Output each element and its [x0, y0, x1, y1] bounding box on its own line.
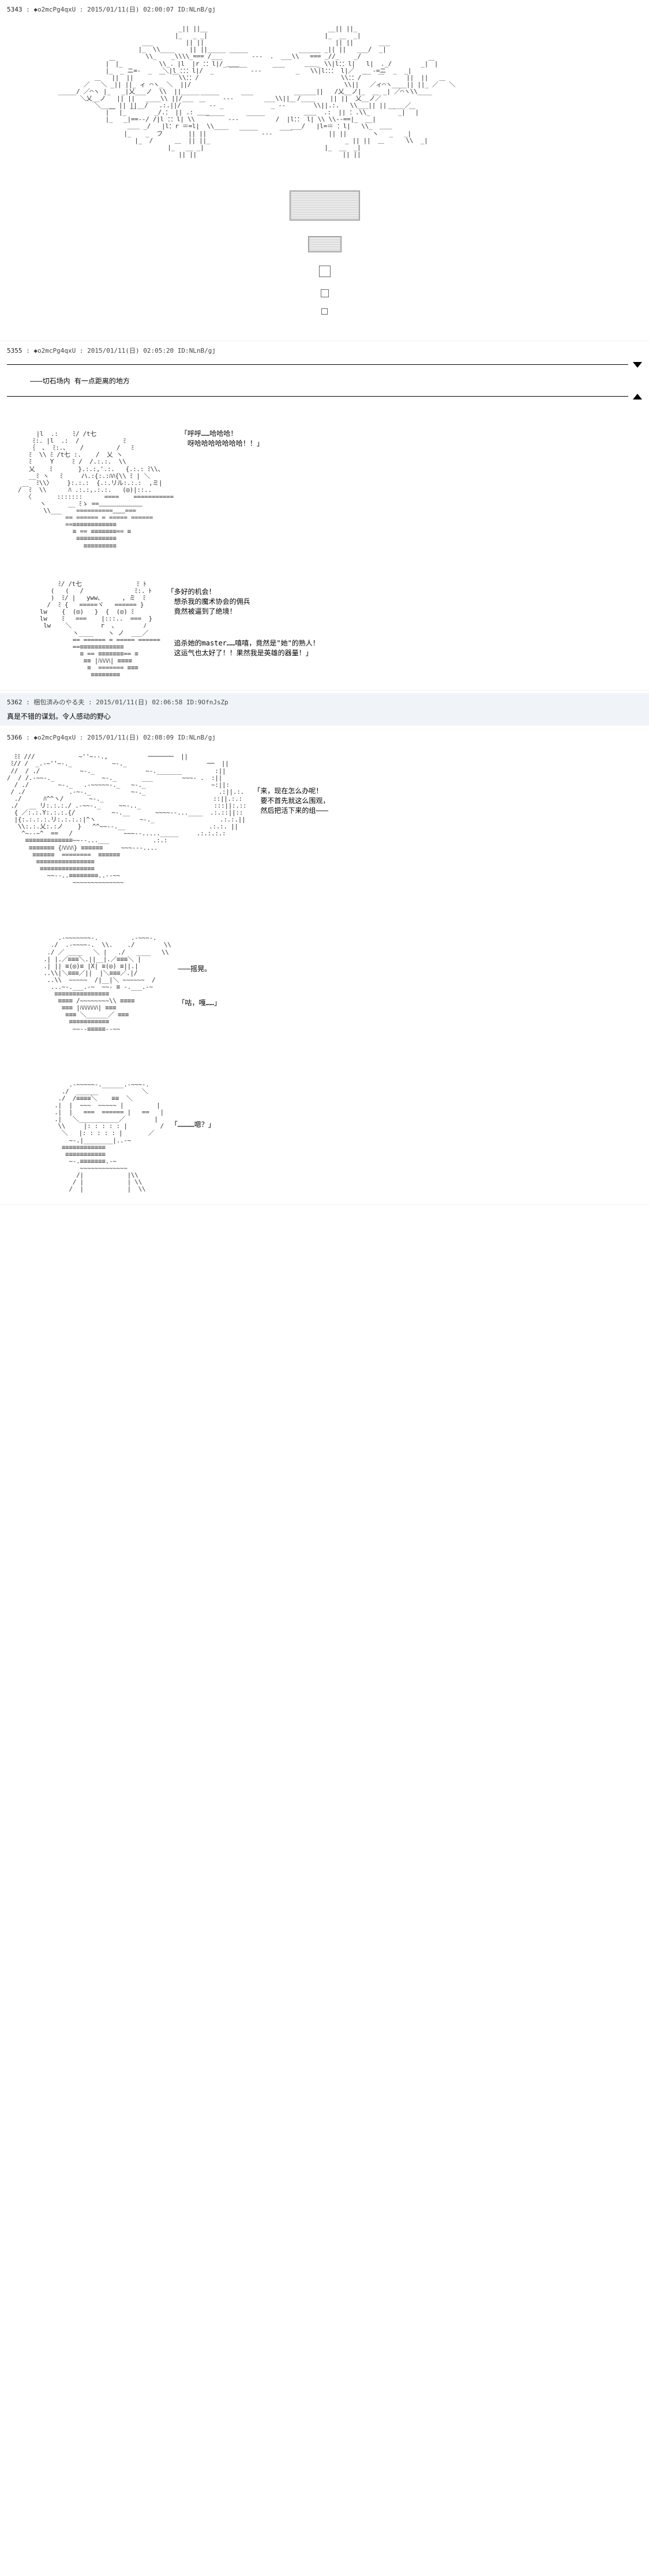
panel-4: .-~~~~~~~-. .-~~~-. ./ .-~~~~-. \\. ./ \… [7, 928, 642, 1040]
aa-face-5: .-~~~~~-.______.-~~~-. ./ ______ ＼ ./ /≡… [7, 1074, 164, 1200]
post-trip: ◆o2mcPg4qxU [33, 347, 76, 354]
dialogue-4-dash: ———摇晃。 [178, 964, 221, 973]
dialogue-2: 「多好的机会！ 想杀我的魔术协会的佣兵 竟然被逼到了绝境！ 追杀她的master… [160, 574, 327, 670]
post-number[interactable]: 5355 [7, 347, 22, 354]
post-5366: 5366 : ◆o2mcPg4qxU : 2015/01/11(日) 02:08… [0, 728, 649, 1205]
box-stack [7, 165, 642, 336]
post-number[interactable]: 5366 [7, 734, 22, 741]
aa-face-1: |l .: ﾐ/ /t七 ﾐ:. |l .: / ﾐ ｛ ､ ﾐ:.、 / / … [7, 424, 174, 557]
aa-sphere: _|| ||__ __|| ||_ |_ _ _| |_ __ _| ___ |… [7, 18, 642, 165]
post-5355: 5355 : ◆o2mcPg4qxU : 2015/01/11(日) 02:05… [0, 341, 649, 690]
post-date: 2015/01/11(日) 02:08:09 [87, 734, 174, 741]
dialogue-2b: 追杀她的master……嘻嘻，竟然是"她"的熟人！ 这运气也太好了！！果然我是英… [167, 638, 320, 658]
post-date: 2015/01/11(日) 02:05:20 [87, 347, 174, 354]
post-body: 真是不错的谋划。令人感动的野心 [7, 711, 642, 721]
post-trip: ◆o2mcPg4qxU [33, 6, 76, 13]
post-number[interactable]: 5343 [7, 6, 22, 13]
post-trip: ◆o2mcPg4qxU [33, 734, 76, 741]
dialogue-3: 「来，现在怎么办呢！ 要不首先就这么围观， 然后把活下来的组——— [246, 781, 336, 820]
box-2 [308, 236, 342, 252]
post-id[interactable]: NLnB/gj [189, 6, 216, 13]
box-1 [290, 191, 360, 221]
panel-5: .-~~~~~-.______.-~~~-. ./ ______ ＼ ./ /≡… [7, 1074, 642, 1200]
post-id[interactable]: NLnB/gj [189, 347, 216, 354]
box-5 [321, 308, 328, 315]
post-number[interactable]: 5362 [7, 699, 22, 706]
location-text: ———切石场内 有一点距离的地方 [7, 375, 642, 387]
divider-top [7, 362, 642, 368]
dialogue-2a: 「多好的机会！ 想杀我的魔术协会的佣兵 竟然被逼到了绝境！ [167, 587, 320, 616]
post-header: 5355 : ◆o2mcPg4qxU : 2015/01/11(日) 02:05… [7, 346, 642, 355]
post-header: 5362 : 梱包済みのやる夫 : 2015/01/11(日) 02:06:58… [7, 697, 642, 707]
panel-2: ﾐ/ /t七 ﾐ ﾄ ( ( / ﾐ:. ﾄ ) ﾐ/ | yww、 , ミ ﾐ… [7, 574, 642, 686]
post-name: 梱包済みのやる夫 [33, 699, 84, 706]
divider-bottom [7, 394, 642, 400]
dialogue-1: 「呼呼……哈哈哈！ 呀哈哈哈哈哈哈哈！！」 [174, 424, 271, 453]
post-date: 2015/01/11(日) 02:00:07 [87, 6, 174, 13]
box-3 [319, 266, 331, 277]
post-5343: 5343 : ◆o2mcPg4qxU : 2015/01/11(日) 02:00… [0, 0, 649, 341]
post-5362: 5362 : 梱包済みのやる夫 : 2015/01/11(日) 02:06:58… [0, 693, 649, 726]
aa-face-4: .-~~~~~~~-. .-~~~-. ./ .-~~~~-. \\. ./ \… [7, 928, 171, 1040]
aa-face-3: ﾐﾐ /// ~''~--., ─────── || ﾐ// / _.-~''~… [7, 746, 246, 893]
dialogue-4-text: 「咕，嘎……」 [178, 998, 221, 1007]
post-header: 5366 : ◆o2mcPg4qxU : 2015/01/11(日) 02:08… [7, 733, 642, 742]
post-date: 2015/01/11(日) 02:06:58 [96, 699, 182, 706]
dialogue-4: ———摇晃。 「咕，嘎……」 [171, 951, 228, 1020]
panel-3: ﾐﾐ /// ~''~--., ─────── || ﾐ// / _.-~''~… [7, 746, 642, 893]
dialogue-5: 「…………嗯？」 [164, 1115, 222, 1134]
post-id[interactable]: NLnB/gj [189, 734, 216, 741]
panel-1: |l .: ﾐ/ /t七 ﾐ:. |l .: / ﾐ ｛ ､ ﾐ:.、 / / … [7, 424, 642, 557]
post-id[interactable]: 9OfnJsZp [198, 699, 228, 706]
box-4 [321, 289, 329, 297]
aa-face-2: ﾐ/ /t七 ﾐ ﾄ ( ( / ﾐ:. ﾄ ) ﾐ/ | yww、 , ミ ﾐ… [7, 574, 160, 686]
post-header: 5343 : ◆o2mcPg4qxU : 2015/01/11(日) 02:00… [7, 5, 642, 14]
